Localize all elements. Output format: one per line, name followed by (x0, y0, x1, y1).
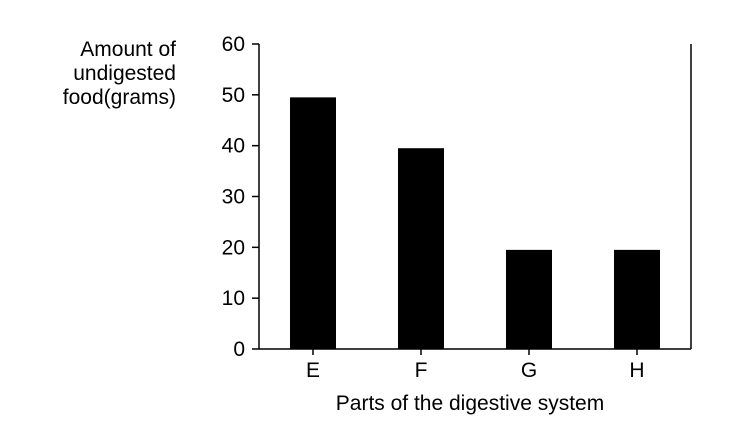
x-category-label-g: G (521, 359, 537, 382)
y-axis-label-line-2: undigested (73, 62, 176, 85)
y-axis-label-line-1: Amount of (80, 38, 176, 61)
y-tick-label: 10 (222, 287, 245, 310)
bar-e (290, 97, 336, 349)
y-tick-label: 60 (222, 33, 245, 56)
x-axis-category-labels: E F G H (306, 349, 645, 382)
bars (290, 97, 660, 349)
y-axis-ticks: 0 10 20 30 40 50 60 (222, 33, 259, 361)
y-tick-label: 40 (222, 135, 245, 158)
x-category-label-e: E (306, 359, 320, 382)
bar-g (506, 249, 552, 349)
x-category-label-f: F (415, 359, 428, 382)
y-axis-label: Amount of undigested food(grams) (63, 38, 176, 109)
bar-f (398, 148, 444, 349)
y-tick-label: 0 (233, 338, 245, 361)
y-tick-label: 20 (222, 236, 245, 259)
y-tick-label: 50 (222, 84, 245, 107)
x-category-label-h: H (629, 359, 644, 382)
x-axis-label: Parts of the digestive system (336, 392, 604, 415)
bar-h (614, 249, 660, 349)
y-tick-label: 30 (222, 186, 245, 209)
y-axis-label-line-3: food(grams) (63, 86, 176, 109)
